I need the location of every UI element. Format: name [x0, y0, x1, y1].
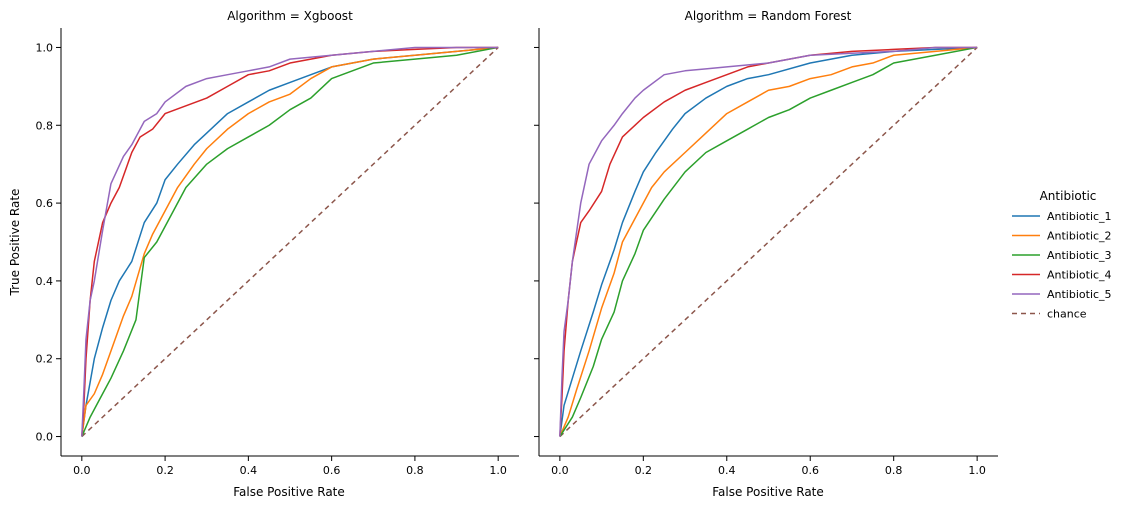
- x-tick-label-random-forest: 1.0: [968, 464, 986, 477]
- panel-title-random-forest: Algorithm = Random Forest: [685, 9, 852, 23]
- series-group-xgboost: [81, 46, 499, 438]
- x-tick-label-random-forest: 0.4: [718, 464, 736, 477]
- legend-title: Antibiotic: [1040, 189, 1097, 203]
- legend-label-antibiotic-5: Antibiotic_5: [1047, 288, 1112, 301]
- series-line-antibiotic-1-random-forest: [559, 46, 978, 437]
- series-line-chance-xgboost: [81, 46, 499, 438]
- panel-title-xgboost: Algorithm = Xgboost: [227, 9, 353, 23]
- legend-label-chance: chance: [1047, 308, 1087, 321]
- x-tick-label-random-forest: 0.0: [551, 464, 569, 477]
- series-line-antibiotic-2-random-forest: [559, 46, 978, 437]
- series-line-antibiotic-2-xgboost: [81, 46, 499, 437]
- panel-xgboost: Algorithm = Xgboost 0.0 0.2 0.4 0.6 0.8 1.00.…: [36, 9, 519, 477]
- x-tick-label-random-forest: 0.2: [635, 464, 653, 477]
- legend: Antibiotic Antibiotic_1 Antibiotic_2 Antib…: [1012, 189, 1112, 321]
- y-tick-label: 0.6: [36, 197, 54, 210]
- y-tick-label: 0.4: [36, 275, 54, 288]
- x-tick-label-xgboost: 0.4: [240, 464, 258, 477]
- legend-label-antibiotic-3: Antibiotic_3: [1047, 249, 1112, 262]
- legend-label-antibiotic-1: Antibiotic_1: [1047, 210, 1112, 223]
- x-tick-label-random-forest: 0.6: [801, 464, 819, 477]
- legend-label-antibiotic-4: Antibiotic_4: [1047, 269, 1112, 282]
- x-tick-label-xgboost: 0.0: [73, 464, 91, 477]
- x-axis-label-xgboost: False Positive Rate: [233, 485, 345, 499]
- y-tick-label: 0.0: [36, 431, 54, 444]
- x-tick-label-random-forest: 0.8: [885, 464, 903, 477]
- y-tick-label: 1.0: [36, 41, 54, 54]
- y-tick-label: 0.8: [36, 119, 54, 132]
- axes-random-forest: 0.0 0.2 0.4 0.6 0.8 1.0: [534, 28, 998, 477]
- series-line-antibiotic-3-xgboost: [81, 46, 499, 437]
- panel-random-forest: Algorithm = Random Forest 0.0 0.2 0.4 0.6 0.…: [534, 9, 998, 477]
- x-tick-label-xgboost: 0.2: [156, 464, 174, 477]
- series-line-antibiotic-3-random-forest: [559, 46, 978, 437]
- axes-xgboost: 0.0 0.2 0.4 0.6 0.8 1.0 0.0 0.2 0.4 0.6 0.8 1.0: [36, 28, 519, 477]
- x-tick-label-xgboost: 0.6: [323, 464, 341, 477]
- series-group-random-forest: [559, 46, 978, 438]
- x-tick-label-xgboost: 0.8: [406, 464, 424, 477]
- x-axis-label-random-forest: False Positive Rate: [712, 485, 824, 499]
- series-line-antibiotic-5-xgboost: [81, 46, 499, 437]
- y-axis-label: True Positive Rate: [8, 189, 22, 297]
- x-tick-label-xgboost: 1.0: [489, 464, 507, 477]
- series-line-antibiotic-5-random-forest: [559, 46, 978, 437]
- legend-label-antibiotic-2: Antibiotic_2: [1047, 230, 1112, 243]
- y-tick-label: 0.2: [36, 353, 54, 366]
